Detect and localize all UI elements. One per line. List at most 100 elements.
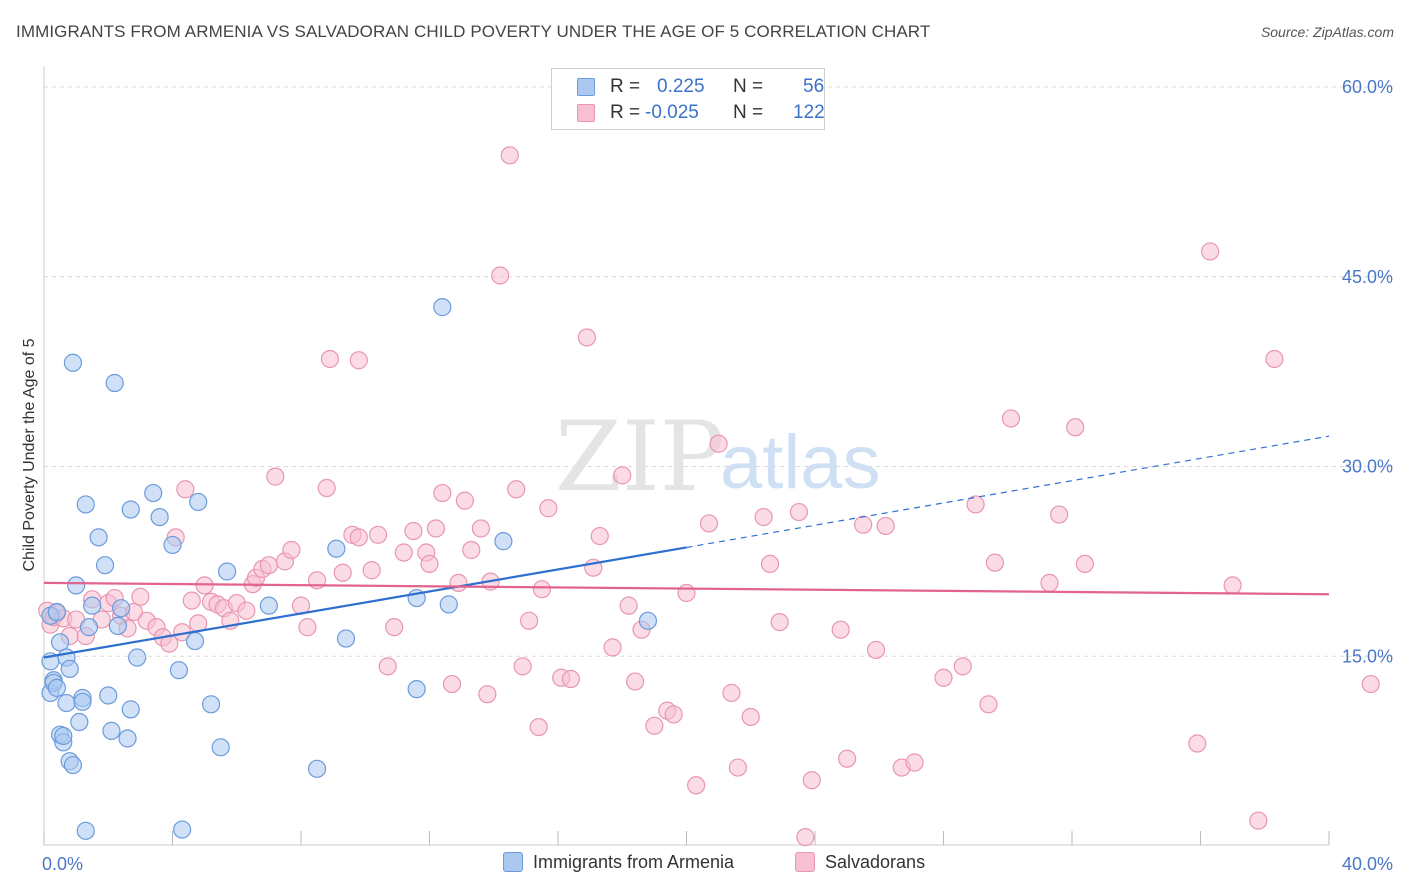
data-point bbox=[182, 591, 201, 610]
data-point bbox=[404, 521, 423, 541]
trend-lines bbox=[43, 435, 1330, 659]
data-point bbox=[76, 821, 95, 840]
data-point bbox=[664, 705, 683, 724]
data-point bbox=[532, 580, 552, 599]
bottom-legend-swatch-blue bbox=[503, 852, 523, 872]
data-point bbox=[259, 556, 278, 575]
data-point bbox=[854, 515, 873, 534]
data-point bbox=[105, 373, 124, 393]
data-point bbox=[378, 657, 397, 676]
data-point bbox=[979, 695, 998, 714]
data-point bbox=[1001, 409, 1021, 428]
data-point bbox=[638, 611, 658, 630]
data-point bbox=[728, 758, 748, 777]
data-point bbox=[327, 539, 346, 558]
gridlines bbox=[44, 86, 1392, 657]
data-point bbox=[426, 519, 446, 538]
x-tick-label: 40.0% bbox=[1342, 854, 1393, 874]
bottom-legend-armenia: Immigrants from Armenia bbox=[503, 852, 734, 873]
legend-r-value: -0.025 bbox=[645, 102, 699, 123]
data-point bbox=[121, 700, 140, 719]
data-point bbox=[442, 674, 462, 694]
data-point bbox=[73, 692, 92, 711]
data-point bbox=[169, 661, 189, 680]
data-point bbox=[455, 491, 474, 510]
data-point bbox=[320, 349, 340, 369]
trend-line-armenia bbox=[43, 546, 687, 659]
data-point bbox=[507, 480, 526, 499]
data-point bbox=[121, 500, 140, 519]
data-point bbox=[934, 668, 953, 687]
data-point bbox=[163, 535, 182, 555]
x-tick-label: 0.0% bbox=[42, 854, 83, 874]
data-point bbox=[185, 631, 205, 651]
data-point bbox=[1265, 349, 1284, 369]
data-point bbox=[770, 612, 789, 632]
y-tick-label: 60.0% bbox=[1342, 77, 1393, 97]
data-point bbox=[603, 638, 622, 657]
source-credit: Source: ZipAtlas.com bbox=[1260, 24, 1394, 40]
data-point bbox=[754, 507, 773, 527]
data-point bbox=[307, 759, 327, 778]
bottom-legend-label: Immigrants from Armenia bbox=[533, 852, 735, 872]
data-point bbox=[317, 478, 336, 498]
watermark-atlas: atlas bbox=[720, 420, 881, 505]
data-point bbox=[407, 680, 426, 699]
data-point bbox=[282, 540, 301, 560]
data-point bbox=[259, 596, 278, 615]
data-point bbox=[789, 502, 809, 522]
data-point bbox=[722, 683, 741, 703]
data-point bbox=[298, 618, 317, 637]
data-point bbox=[471, 519, 490, 538]
data-point bbox=[60, 659, 79, 679]
legend-n-value: 122 bbox=[793, 102, 825, 123]
data-point bbox=[478, 685, 497, 704]
data-point bbox=[189, 492, 208, 512]
data-point bbox=[613, 466, 632, 485]
data-point bbox=[237, 601, 256, 620]
data-point bbox=[462, 540, 481, 560]
data-point bbox=[173, 820, 192, 839]
data-point bbox=[79, 618, 99, 637]
data-point bbox=[336, 629, 356, 648]
data-point bbox=[449, 573, 468, 592]
data-point bbox=[54, 726, 73, 746]
data-point bbox=[89, 528, 108, 547]
data-point bbox=[1066, 418, 1085, 437]
data-point bbox=[741, 707, 760, 727]
bottom-legend-label: Salvadorans bbox=[825, 852, 926, 872]
data-point bbox=[333, 563, 352, 582]
data-point bbox=[699, 514, 719, 533]
data-point bbox=[513, 657, 532, 676]
data-point bbox=[128, 648, 147, 667]
data-point bbox=[211, 738, 230, 757]
legend-n-value: 56 bbox=[803, 76, 825, 97]
watermark: ZIP atlas bbox=[555, 401, 881, 513]
axes bbox=[43, 66, 1330, 846]
data-point bbox=[176, 480, 195, 499]
tick-labels: 15.0% 30.0% 45.0% 60.0% 0.0% 40.0% bbox=[42, 77, 1393, 874]
data-point bbox=[150, 507, 169, 527]
data-point bbox=[50, 633, 70, 652]
series-armenia bbox=[41, 298, 658, 840]
data-point bbox=[83, 596, 102, 615]
data-point bbox=[95, 556, 115, 575]
data-point bbox=[369, 525, 388, 544]
data-point bbox=[63, 755, 83, 775]
data-point bbox=[645, 716, 664, 735]
data-point bbox=[47, 678, 66, 697]
data-point bbox=[362, 561, 381, 580]
bottom-legend-swatch-pink bbox=[795, 852, 815, 872]
data-point bbox=[561, 669, 580, 689]
legend-n-label: N = bbox=[733, 102, 764, 123]
data-point bbox=[539, 499, 558, 518]
data-point bbox=[394, 543, 413, 562]
data-point bbox=[63, 353, 83, 372]
data-point bbox=[70, 712, 89, 732]
data-point bbox=[577, 328, 597, 347]
data-point bbox=[1075, 554, 1094, 574]
data-point bbox=[420, 554, 439, 574]
data-point bbox=[953, 657, 972, 676]
trend-line-armenia-projection bbox=[686, 435, 1330, 549]
data-point bbox=[1050, 505, 1069, 524]
